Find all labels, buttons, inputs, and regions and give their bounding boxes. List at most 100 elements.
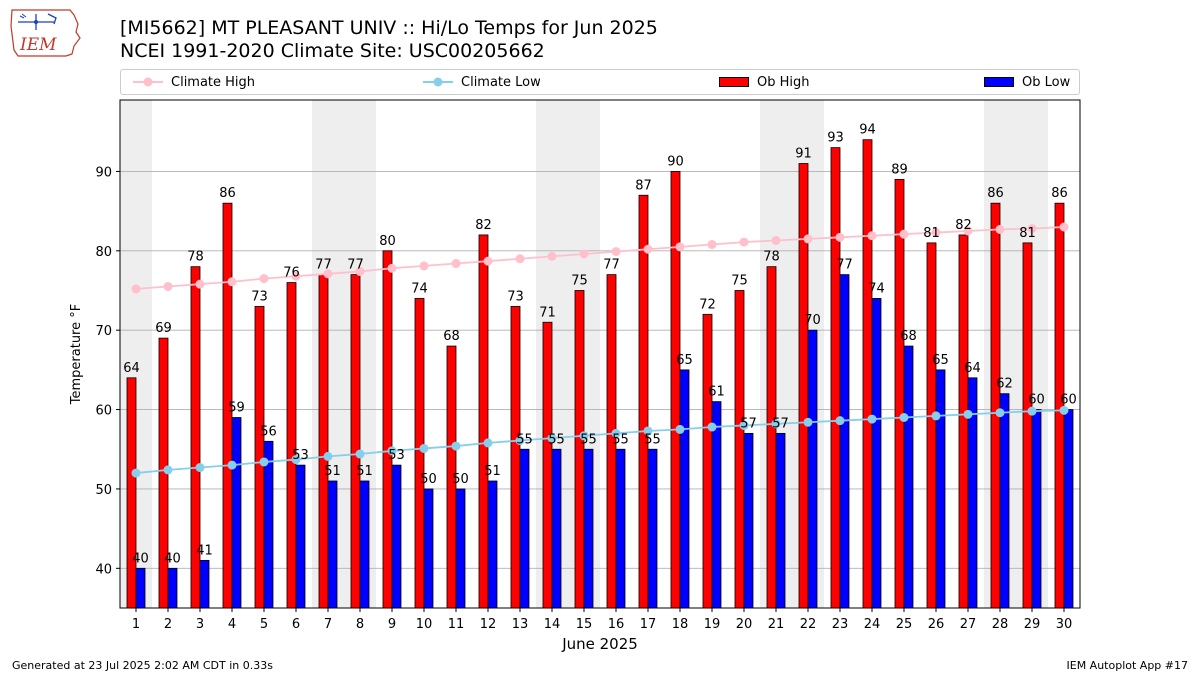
ob-high-value-label: 78	[763, 250, 780, 265]
climate-low-point	[803, 417, 813, 427]
climate-low-point	[643, 426, 653, 436]
climate-high-point	[163, 282, 173, 292]
x-tick-label: 18	[672, 617, 689, 632]
ob-low-value-label: 57	[772, 416, 789, 431]
ob-high-value-label: 76	[283, 266, 300, 281]
bar-ob-low	[231, 417, 242, 609]
climate-high-point	[739, 237, 749, 247]
bar-ob-high	[126, 377, 137, 609]
climate-low-point	[675, 424, 685, 434]
ob-high-value-label: 77	[315, 258, 332, 273]
ob-low-value-label: 57	[740, 416, 757, 431]
climate-high-point	[131, 284, 141, 294]
ob-low-value-label: 50	[452, 472, 469, 487]
climate-high-point	[643, 244, 653, 254]
bar-ob-high	[894, 178, 905, 609]
logo-text: IEM	[19, 35, 57, 55]
bar-ob-high	[254, 305, 265, 609]
x-tick-label: 13	[512, 617, 529, 632]
climate-low-point	[195, 463, 205, 473]
climate-high-point	[387, 263, 397, 273]
generated-timestamp: Generated at 23 Jul 2025 2:02 AM CDT in …	[12, 659, 273, 672]
x-tick-label: 20	[736, 617, 753, 632]
bar-ob-low	[455, 488, 466, 609]
ob-high-value-label: 78	[187, 250, 204, 265]
bar-ob-high	[958, 234, 969, 609]
chart-title: [MI5662] MT PLEASANT UNIV :: Hi/Lo Temps…	[120, 17, 658, 39]
legend-label-climate-low: Climate Low	[461, 74, 541, 90]
x-tick-label: 17	[640, 617, 657, 632]
ob-low-value-label: 55	[644, 432, 661, 447]
x-tick-label: 1	[132, 617, 140, 632]
ob-high-value-label: 68	[443, 329, 460, 344]
bar-ob-low	[167, 567, 178, 609]
x-tick-label: 16	[608, 617, 625, 632]
ob-low-value-label: 74	[868, 281, 885, 296]
ob-low-value-label: 55	[548, 432, 565, 447]
climate-high-point	[995, 224, 1005, 234]
climate-high-point	[355, 266, 365, 276]
legend-item-ob-low: Ob Low	[984, 70, 1070, 94]
bar-ob-low	[391, 464, 402, 609]
x-tick-label: 25	[896, 617, 913, 632]
ob-high-value-label: 75	[571, 274, 588, 289]
climate-low-point	[867, 414, 877, 424]
climate-low-point	[419, 443, 429, 453]
climate-low-point	[579, 431, 589, 441]
legend-label-climate-high: Climate High	[171, 74, 256, 90]
bar-ob-high	[478, 234, 489, 609]
ob-high-value-label: 89	[891, 162, 908, 177]
climate-high-point	[323, 269, 333, 279]
bar-ob-low	[327, 480, 338, 609]
ob-high-value-label: 91	[795, 147, 812, 162]
ob-high-value-label: 77	[603, 258, 620, 273]
climate-low-point	[515, 436, 525, 446]
bar-ob-high	[926, 242, 937, 609]
climate-high-point	[1027, 224, 1037, 234]
bar-ob-low	[519, 448, 530, 609]
x-tick-label: 22	[800, 617, 817, 632]
climate-high-point	[579, 249, 589, 259]
bar-ob-low	[679, 369, 690, 609]
legend-label-ob-high: Ob High	[757, 74, 810, 90]
y-tick-label: 60	[95, 404, 112, 419]
bar-ob-low	[423, 488, 434, 609]
ob-low-value-label: 55	[580, 432, 597, 447]
ob-low-value-label: 55	[516, 432, 533, 447]
ob-low-value-label: 53	[388, 448, 405, 463]
ob-low-value-label: 53	[292, 448, 309, 463]
ob-high-value-label: 73	[507, 289, 524, 304]
ob-low-value-label: 61	[708, 385, 725, 400]
climate-low-point	[291, 455, 301, 465]
bar-ob-high	[862, 139, 873, 609]
ob-low-value-label: 62	[996, 377, 1013, 392]
climate-high-point	[227, 277, 237, 287]
legend-item-ob-high: Ob High	[719, 70, 810, 94]
x-tick-label: 6	[292, 617, 300, 632]
climate-high-point	[483, 256, 493, 266]
bar-ob-low	[199, 559, 210, 609]
ob-low-value-label: 40	[132, 551, 149, 566]
x-tick-label: 12	[480, 617, 497, 632]
climate-low-point	[835, 416, 845, 426]
climate-low-point	[387, 446, 397, 456]
climate-high-point	[675, 242, 685, 252]
bar-ob-high	[542, 321, 553, 609]
bar-ob-high	[574, 290, 585, 609]
bar-ob-low	[839, 274, 850, 609]
ob-high-value-label: 87	[635, 178, 652, 193]
ob-high-value-label: 81	[923, 226, 940, 241]
ob-low-value-label: 65	[932, 353, 949, 368]
climate-low-point	[131, 468, 141, 478]
climate-low-point	[355, 449, 365, 459]
climate-low-point	[163, 465, 173, 475]
bar-ob-high	[830, 147, 841, 609]
climate-low-point	[1059, 405, 1069, 415]
ob-high-value-label: 82	[475, 218, 492, 233]
bar-ob-high	[318, 274, 329, 609]
bar-ob-high	[702, 313, 713, 609]
ob-high-value-label: 64	[123, 361, 140, 376]
ob-low-value-label: 60	[1060, 393, 1077, 408]
ob-high-value-label: 82	[955, 218, 972, 233]
bar-ob-high	[638, 194, 649, 609]
